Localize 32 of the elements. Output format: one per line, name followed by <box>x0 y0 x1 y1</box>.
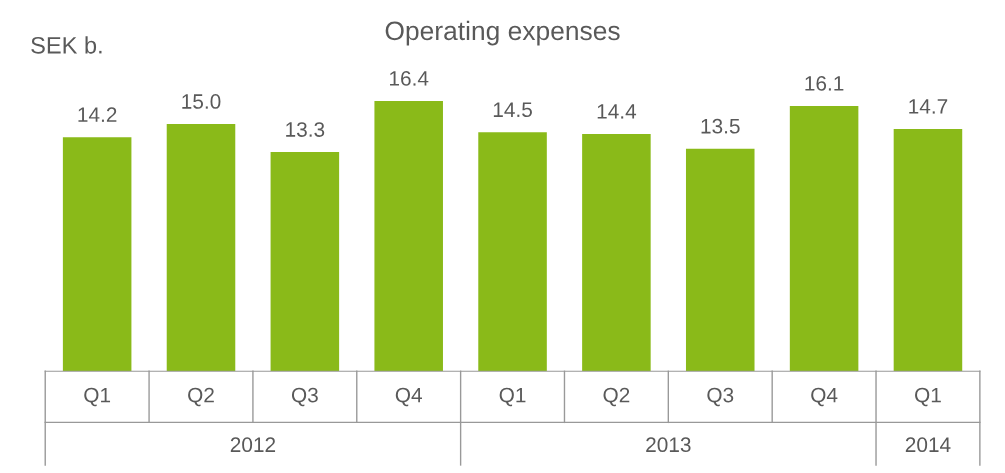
data-label: 13.3 <box>286 122 325 137</box>
x-tick-label: Q4 <box>811 387 838 407</box>
bar <box>166 124 236 372</box>
data-label: 14.7 <box>909 99 948 114</box>
x-tick-label: Q2 <box>603 387 630 407</box>
text: 2012 <box>230 437 276 453</box>
bar <box>685 148 755 372</box>
data-label: 14.2 <box>78 107 117 122</box>
x-tick-label: Q2 <box>188 387 214 407</box>
bar <box>62 137 132 372</box>
data-label: 16.1 <box>805 75 844 91</box>
data-label: 16.4 <box>390 71 429 86</box>
data-label: 15.0 <box>182 94 221 109</box>
x-tick-label: Q4 <box>395 387 422 407</box>
text: 2014 <box>905 437 951 453</box>
x-tick-label: Q1 <box>499 387 526 407</box>
text: 2013 <box>646 437 691 453</box>
x-tick-label: Q3 <box>707 387 734 407</box>
data-label: 13.5 <box>701 118 740 134</box>
bar <box>374 101 443 372</box>
y-axis-title: SEK b. <box>31 36 102 54</box>
bar <box>270 152 340 372</box>
x-tick-label: Q3 <box>291 387 318 407</box>
chart-title: Operating expenses <box>385 20 620 46</box>
x-tick-label: Q1 <box>84 387 111 407</box>
data-label: 14.4 <box>597 104 637 119</box>
bar <box>789 105 859 372</box>
x-tick-label: Q1 <box>915 387 941 407</box>
bar <box>478 132 547 372</box>
data-label: 14.5 <box>493 102 532 118</box>
bar <box>893 129 963 372</box>
bar <box>582 133 651 372</box>
